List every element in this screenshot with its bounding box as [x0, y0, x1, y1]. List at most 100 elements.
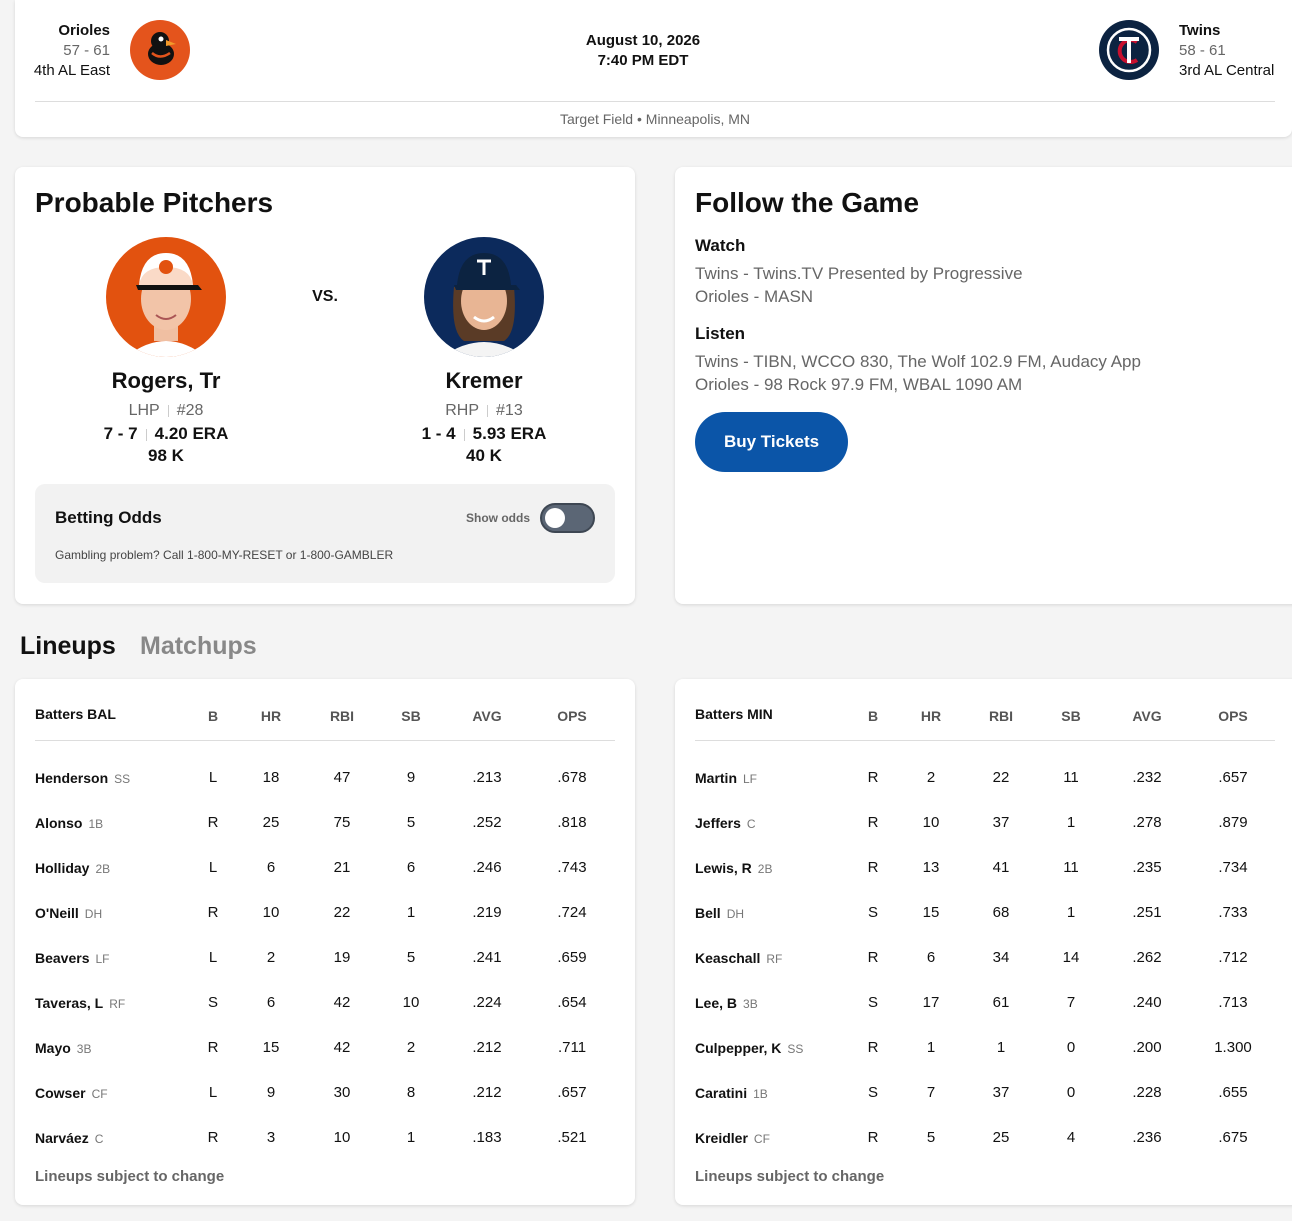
game-date: August 10, 2026	[585, 32, 701, 49]
stat-cell: .521	[557, 1129, 587, 1146]
stat-cell: 6	[926, 949, 936, 966]
stat-cell: L	[208, 769, 218, 786]
stat-cell: S	[207, 994, 218, 1011]
batter-name: Jeffers C	[695, 811, 756, 835]
stat-cell: 41	[992, 859, 1010, 876]
stat-cell: .252	[472, 814, 502, 831]
batter-name: Lee, B 3B	[695, 991, 758, 1015]
stat-cell: 22	[992, 769, 1010, 786]
stat-cell: .262	[1132, 949, 1162, 966]
batter-name-text: Jeffers	[695, 815, 741, 831]
stat-cell: .200	[1132, 1039, 1162, 1056]
stat-cell: .241	[472, 949, 502, 966]
stat-cell: .655	[1218, 1084, 1248, 1101]
stat-cell: 1	[1066, 904, 1076, 921]
batter-name-text: Beavers	[35, 950, 90, 966]
separator	[487, 404, 489, 417]
pitcher-stats: 1 - 4 5.93 ERA	[334, 422, 634, 446]
buy-tickets-button[interactable]: Buy Tickets	[695, 412, 848, 472]
strikeouts: 98 K	[148, 446, 184, 465]
follow-heading: Listen	[695, 324, 746, 343]
stat-cell: .711	[557, 1039, 587, 1056]
stat-cell: S	[867, 1084, 878, 1101]
batter-name-text: Narváez	[35, 1130, 89, 1146]
stat-cell: 9	[266, 1084, 276, 1101]
stat-cell: .235	[1132, 859, 1162, 876]
stat-cell: R	[207, 904, 219, 921]
position: LF	[743, 772, 758, 786]
venue: Target Field • Minneapolis, MN	[559, 111, 751, 127]
home-record: 58 - 61	[1179, 42, 1226, 59]
divider	[35, 740, 615, 741]
stat-cell: 37	[992, 814, 1010, 831]
stat-cell: 8	[406, 1084, 416, 1101]
stat-cell: 22	[333, 904, 351, 921]
stat-cell: 25	[992, 1129, 1010, 1146]
column-header: B	[867, 708, 879, 724]
stat-cell: 4	[1066, 1129, 1076, 1146]
stat-cell: 0	[1066, 1039, 1076, 1056]
batter-name-text: Henderson	[35, 770, 109, 786]
record: 7 - 7	[103, 424, 138, 443]
tab-lineups[interactable]: Lineups	[20, 632, 116, 660]
stat-cell: 42	[333, 1039, 351, 1056]
follow-line: Orioles - 98 Rock 97.9 FM, WBAL 1090 AM	[695, 374, 1023, 394]
column-header: Batters BAL	[35, 706, 116, 722]
headshot	[424, 237, 544, 357]
column-header: RBI	[329, 708, 355, 724]
position: DH	[726, 907, 745, 921]
number: #13	[496, 402, 523, 419]
stat-cell: 25	[262, 814, 280, 831]
stat-cell: 47	[333, 769, 351, 786]
position: 1B	[88, 817, 104, 831]
batter-name-text: Kreidler	[695, 1130, 748, 1146]
column-header: B	[207, 708, 219, 724]
batter-name: Martin LF	[695, 766, 757, 790]
divider	[695, 740, 1275, 741]
stat-cell: S	[867, 904, 878, 921]
batter-name: Mayo 3B	[35, 1036, 91, 1060]
position: RF	[109, 997, 126, 1011]
pitcher-name: Rogers, Tr	[111, 368, 221, 393]
batter-name-text: Lee, B	[695, 995, 738, 1011]
batter-name: O'Neill DH	[35, 901, 102, 925]
stat-cell: .734	[1218, 859, 1248, 876]
position: DH	[84, 907, 103, 921]
batter-name: Lewis, R 2B	[695, 856, 772, 880]
stat-cell: 7	[1066, 994, 1076, 1011]
position: 1B	[753, 1087, 768, 1101]
stat-cell: 37	[992, 1084, 1010, 1101]
column-header: Batters MIN	[695, 706, 773, 722]
lineup-card	[675, 679, 1292, 1205]
stat-cell: L	[208, 859, 218, 876]
lineup-note: Lineups subject to change	[695, 1168, 885, 1185]
stat-cell: .236	[1132, 1129, 1162, 1146]
strikeouts: 40 K	[466, 446, 502, 465]
follow-line: Twins - Twins.TV Presented by Progressiv…	[695, 264, 1023, 283]
headshot	[106, 237, 226, 357]
stat-cell: 75	[333, 814, 351, 831]
stat-cell: .183	[472, 1129, 502, 1146]
stat-cell: 14	[1062, 949, 1080, 966]
batter-name-text: Cowser	[35, 1085, 86, 1101]
stat-cell: .657	[1218, 769, 1248, 786]
odds-toggle[interactable]	[540, 503, 595, 533]
stat-cell: .659	[557, 949, 587, 966]
stat-cell: .657	[557, 1084, 587, 1101]
tab-matchups[interactable]: Matchups	[140, 632, 257, 660]
stat-cell: 6	[406, 859, 416, 876]
position: SS	[114, 772, 131, 786]
batter-name-text: Taveras, L	[35, 995, 104, 1011]
position: LF	[95, 952, 110, 966]
batter-name: Culpepper, K SS	[695, 1036, 803, 1060]
batter-name-text: O'Neill	[35, 905, 79, 921]
stat-cell: .743	[557, 859, 587, 876]
stat-cell: R	[867, 949, 879, 966]
stat-cell: .240	[1132, 994, 1162, 1011]
divider	[35, 101, 1275, 102]
number: #28	[176, 402, 204, 419]
stat-cell: 1	[406, 1129, 416, 1146]
batter-name: Bell DH	[695, 901, 744, 925]
batter-name-text: Keaschall	[695, 950, 761, 966]
batter-name: Keaschall RF	[695, 946, 782, 970]
